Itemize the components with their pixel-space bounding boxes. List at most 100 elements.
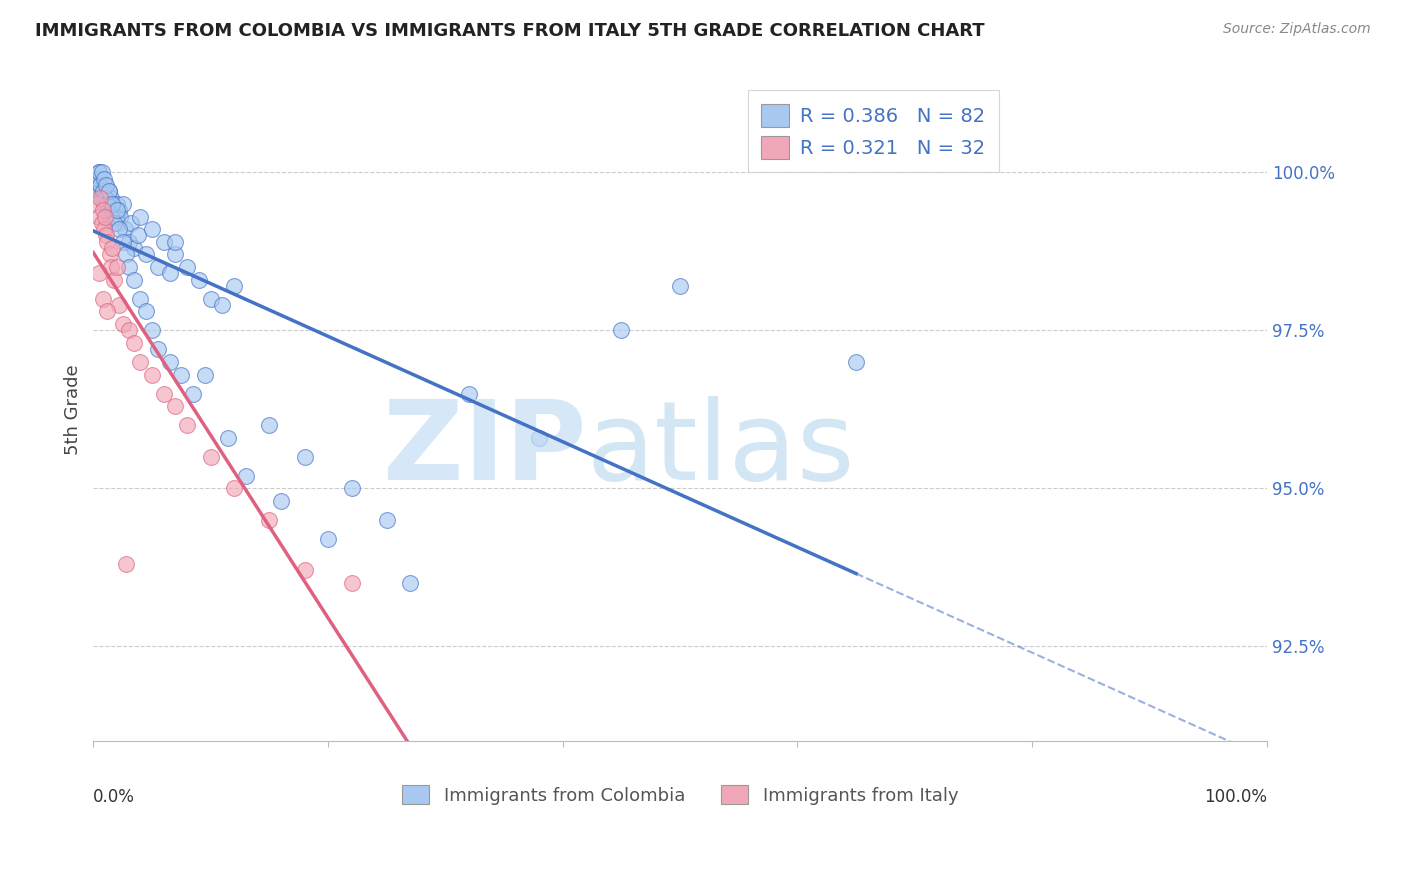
Point bbox=[101, 197, 124, 211]
Point bbox=[146, 343, 169, 357]
Point bbox=[669, 279, 692, 293]
Point bbox=[129, 355, 152, 369]
Point bbox=[176, 418, 198, 433]
Point bbox=[91, 203, 114, 218]
Point bbox=[98, 247, 121, 261]
Point bbox=[117, 260, 139, 274]
Point bbox=[294, 450, 316, 464]
Point bbox=[170, 368, 193, 382]
Point bbox=[98, 203, 121, 218]
Point bbox=[93, 197, 115, 211]
Point bbox=[141, 368, 163, 382]
Point bbox=[96, 197, 118, 211]
Point bbox=[316, 532, 339, 546]
Point bbox=[103, 273, 125, 287]
Point bbox=[96, 228, 118, 243]
Text: Source: ZipAtlas.com: Source: ZipAtlas.com bbox=[1223, 22, 1371, 37]
Point bbox=[159, 266, 181, 280]
Point bbox=[89, 210, 111, 224]
Point bbox=[111, 197, 134, 211]
Point bbox=[91, 292, 114, 306]
Point bbox=[86, 184, 108, 198]
Point bbox=[89, 190, 111, 204]
Point bbox=[90, 216, 112, 230]
Point bbox=[94, 178, 117, 192]
Text: 100.0%: 100.0% bbox=[1204, 788, 1267, 805]
Point bbox=[87, 171, 110, 186]
Point bbox=[224, 481, 246, 495]
Point bbox=[96, 178, 118, 192]
Point bbox=[129, 292, 152, 306]
Point bbox=[108, 222, 131, 236]
Point bbox=[211, 298, 233, 312]
Point bbox=[340, 576, 363, 591]
Point bbox=[457, 386, 479, 401]
Point bbox=[135, 247, 157, 261]
Point bbox=[181, 386, 204, 401]
Text: 0.0%: 0.0% bbox=[93, 788, 135, 805]
Point bbox=[105, 197, 128, 211]
Y-axis label: 5th Grade: 5th Grade bbox=[65, 364, 82, 455]
Point bbox=[100, 190, 122, 204]
Point bbox=[100, 210, 122, 224]
Point bbox=[105, 260, 128, 274]
Point bbox=[152, 235, 174, 249]
Point bbox=[200, 292, 222, 306]
Point bbox=[146, 260, 169, 274]
Point bbox=[104, 210, 127, 224]
Point bbox=[97, 184, 120, 198]
Point bbox=[90, 165, 112, 179]
Point bbox=[110, 210, 132, 224]
Point bbox=[105, 203, 128, 218]
Point bbox=[101, 210, 124, 224]
Point bbox=[176, 260, 198, 274]
Text: ZIP: ZIP bbox=[382, 396, 586, 502]
Point bbox=[117, 323, 139, 337]
Point bbox=[399, 576, 422, 591]
Point bbox=[89, 165, 111, 179]
Point bbox=[129, 210, 152, 224]
Point bbox=[96, 235, 118, 249]
Point bbox=[529, 431, 551, 445]
Legend: Immigrants from Colombia, Immigrants from Italy: Immigrants from Colombia, Immigrants fro… bbox=[395, 778, 966, 812]
Point bbox=[152, 386, 174, 401]
Point bbox=[84, 178, 107, 192]
Point bbox=[610, 323, 633, 337]
Point bbox=[90, 190, 112, 204]
Point bbox=[93, 222, 115, 236]
Point bbox=[165, 235, 187, 249]
Text: atlas: atlas bbox=[586, 396, 855, 502]
Point bbox=[103, 203, 125, 218]
Point bbox=[120, 216, 142, 230]
Point bbox=[111, 235, 134, 249]
Point bbox=[187, 273, 209, 287]
Point bbox=[103, 216, 125, 230]
Text: IMMIGRANTS FROM COLOMBIA VS IMMIGRANTS FROM ITALY 5TH GRADE CORRELATION CHART: IMMIGRANTS FROM COLOMBIA VS IMMIGRANTS F… bbox=[35, 22, 984, 40]
Point bbox=[89, 165, 111, 179]
Point bbox=[135, 304, 157, 318]
Point bbox=[124, 335, 146, 350]
Point bbox=[340, 481, 363, 495]
Point bbox=[101, 241, 124, 255]
Point bbox=[294, 564, 316, 578]
Point bbox=[108, 298, 131, 312]
Point bbox=[91, 184, 114, 198]
Point bbox=[114, 222, 136, 236]
Point bbox=[107, 216, 129, 230]
Point bbox=[87, 171, 110, 186]
Point bbox=[115, 557, 138, 571]
Point bbox=[141, 323, 163, 337]
Point bbox=[86, 197, 108, 211]
Point bbox=[117, 235, 139, 249]
Point bbox=[259, 513, 281, 527]
Point bbox=[159, 355, 181, 369]
Point bbox=[108, 203, 131, 218]
Point bbox=[217, 431, 239, 445]
Point bbox=[124, 273, 146, 287]
Point bbox=[845, 355, 868, 369]
Point bbox=[103, 197, 125, 211]
Point bbox=[89, 178, 111, 192]
Point bbox=[124, 241, 146, 255]
Point bbox=[96, 197, 118, 211]
Point bbox=[270, 494, 292, 508]
